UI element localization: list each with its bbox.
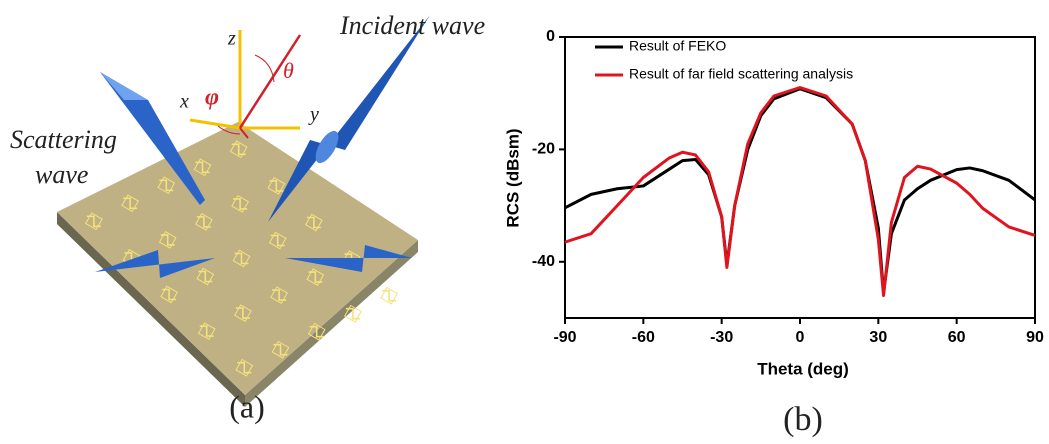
series-line: [565, 88, 1035, 296]
x-tick-label: -30: [710, 329, 733, 346]
x-tick-label: 90: [1026, 329, 1044, 346]
x-tick-label: 0: [796, 329, 805, 346]
label: Incident wave: [339, 11, 485, 40]
x-axis: [190, 120, 240, 128]
label: y: [308, 104, 319, 126]
x-tick-label: -90: [553, 329, 576, 346]
caption: (a): [229, 388, 265, 424]
label: wave: [35, 160, 88, 189]
label: z: [227, 28, 236, 50]
board-top: [57, 122, 418, 395]
figure: Incident wave Scattering wave z x y θ φ …: [0, 0, 1049, 439]
label: x: [179, 91, 189, 113]
x-tick-label: -60: [632, 329, 655, 346]
legend-label: Result of FEKO: [629, 38, 726, 54]
y-axis-label: RCS (dBsm): [503, 128, 522, 227]
x-tick-label: 30: [869, 329, 887, 346]
y-tick-label: 0: [546, 28, 555, 45]
y-tick-label: -40: [532, 253, 555, 270]
x-axis-label: Theta (deg): [757, 359, 849, 378]
label: θ: [283, 58, 294, 83]
caption: (b): [783, 401, 823, 438]
page: Incident wave Scattering wave z x y θ φ …: [0, 0, 1049, 444]
label: Scattering: [10, 125, 117, 154]
board: [57, 122, 418, 407]
label: φ: [205, 85, 219, 111]
legend-label: Result of far field scattering analysis: [629, 66, 853, 82]
scattered-cone: [100, 72, 148, 100]
y-tick-label: -20: [532, 141, 555, 158]
x-tick-label: 60: [948, 329, 966, 346]
